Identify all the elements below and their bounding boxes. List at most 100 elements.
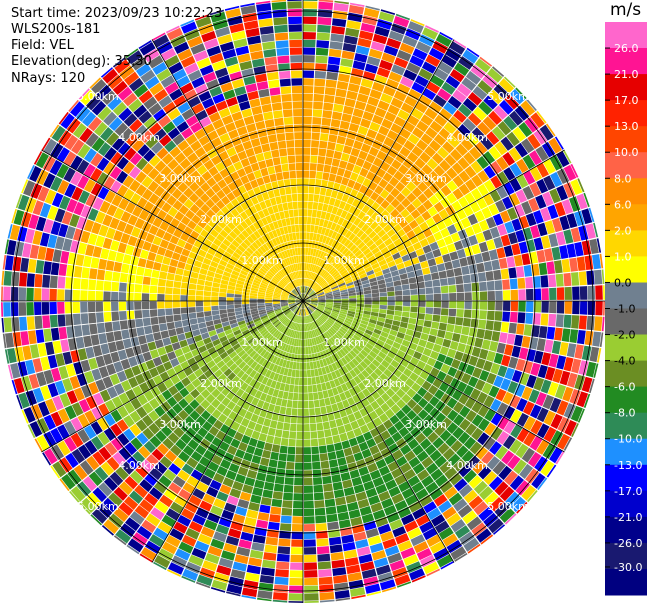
range-gate xyxy=(312,283,318,290)
range-gate xyxy=(374,74,388,85)
range-gate xyxy=(387,104,400,116)
range-gate xyxy=(307,263,311,271)
range-gate xyxy=(353,181,362,191)
range-gate xyxy=(308,240,313,248)
range-gate xyxy=(345,27,360,38)
range-gate xyxy=(400,102,414,114)
range-gate xyxy=(364,188,374,198)
range-gate xyxy=(412,48,428,61)
colorbar-tick-label: -8.0 xyxy=(614,407,635,420)
colorbar-tick-label: 13.0 xyxy=(614,120,639,133)
range-gate xyxy=(403,140,416,151)
range-gate xyxy=(482,116,497,131)
range-gate xyxy=(326,71,339,81)
range-gate xyxy=(439,159,451,172)
range-gate xyxy=(393,15,410,28)
range-gate xyxy=(319,187,327,196)
range-gate xyxy=(388,71,403,83)
range-gate xyxy=(438,108,453,121)
range-gate xyxy=(313,86,325,95)
range-gate xyxy=(520,100,536,116)
range-gate xyxy=(322,203,329,212)
range-gate xyxy=(398,219,409,229)
range-gate xyxy=(321,282,328,288)
range-gate xyxy=(344,137,355,147)
range-gate xyxy=(393,170,404,181)
range-gate xyxy=(435,33,452,47)
range-gate xyxy=(318,259,324,267)
range-gate xyxy=(309,255,313,264)
range-gate xyxy=(385,78,399,90)
range-gate xyxy=(407,21,424,34)
range-gate xyxy=(340,210,348,219)
range-gate xyxy=(416,120,429,133)
range-gate xyxy=(315,233,321,242)
range-gate xyxy=(369,89,382,100)
range-gate xyxy=(388,30,404,42)
range-gate xyxy=(499,99,514,115)
range-gate xyxy=(344,212,353,221)
range-gate xyxy=(403,69,418,81)
range-gate xyxy=(370,41,385,52)
range-gate xyxy=(312,273,317,281)
range-gate xyxy=(431,152,444,165)
range-gate xyxy=(371,234,381,243)
range-gate xyxy=(319,269,326,276)
range-gate xyxy=(457,157,470,170)
range-gate xyxy=(416,169,428,181)
range-gate xyxy=(364,63,378,74)
range-gate xyxy=(328,56,341,66)
range-gate xyxy=(434,189,446,201)
range-gate xyxy=(434,177,446,189)
range-gate xyxy=(319,279,326,286)
range-gate xyxy=(317,202,324,211)
range-gate xyxy=(458,56,474,70)
range-gate xyxy=(305,286,309,294)
range-gate xyxy=(412,127,425,139)
range-gate xyxy=(304,278,307,286)
range-gate xyxy=(453,109,467,123)
range-gate xyxy=(318,268,324,276)
range-gate xyxy=(357,220,366,229)
range-gate xyxy=(372,114,384,125)
range-gate xyxy=(303,193,309,201)
range-gate xyxy=(509,89,525,105)
range-gate xyxy=(416,204,427,215)
range-gate xyxy=(394,57,409,69)
range-gate xyxy=(331,25,346,35)
range-gate xyxy=(330,33,344,43)
range-gate xyxy=(332,249,339,258)
range-gate xyxy=(322,261,328,269)
range-gate xyxy=(338,267,346,274)
range-gate xyxy=(303,24,317,32)
range-gate xyxy=(303,286,306,294)
range-gate xyxy=(417,181,428,193)
range-gate xyxy=(346,196,355,205)
range-gate xyxy=(359,232,368,241)
range-gate xyxy=(426,158,439,170)
range-gate xyxy=(393,90,407,102)
range-gate xyxy=(328,197,336,206)
range-gate xyxy=(368,146,379,157)
range-gate xyxy=(350,115,362,125)
range-gate xyxy=(323,164,332,173)
range-gate xyxy=(314,265,319,273)
range-gate xyxy=(303,162,310,171)
range-gate xyxy=(383,45,399,57)
range-gate xyxy=(374,238,384,247)
range-gate xyxy=(428,182,440,194)
range-gate xyxy=(323,94,335,104)
range-gate xyxy=(348,123,360,133)
range-gate xyxy=(424,145,436,158)
range-gate xyxy=(358,150,368,161)
range-gate xyxy=(327,229,334,238)
range-gate xyxy=(414,75,429,88)
range-gate xyxy=(303,278,306,286)
range-gate xyxy=(344,230,353,239)
range-gate xyxy=(314,78,326,87)
range-gate xyxy=(420,133,433,145)
range-gate xyxy=(404,95,418,108)
range-gate xyxy=(317,24,331,33)
range-gate xyxy=(344,98,356,108)
range-gate xyxy=(352,246,360,255)
